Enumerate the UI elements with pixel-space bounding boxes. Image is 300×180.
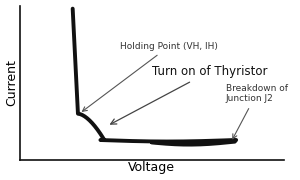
Text: Holding Point (VH, IH): Holding Point (VH, IH) xyxy=(82,42,218,111)
Text: Turn on of Thyristor: Turn on of Thyristor xyxy=(111,65,267,124)
Y-axis label: Current: Current xyxy=(6,59,19,106)
X-axis label: Voltage: Voltage xyxy=(128,161,175,174)
Text: Breakdown of
Junction J2: Breakdown of Junction J2 xyxy=(226,84,288,139)
